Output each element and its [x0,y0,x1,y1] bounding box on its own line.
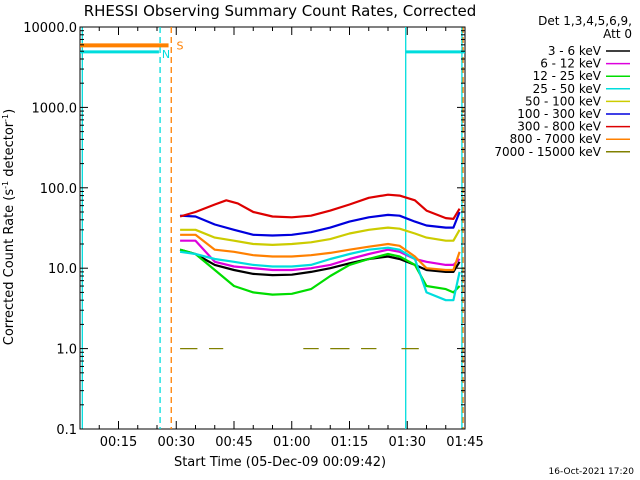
y-tick-label: 100.0 [40,182,77,197]
vertical-marker-lines [81,27,464,429]
night-marker-label: N [162,48,170,61]
plot-area: SN 10000.0 1000.0 100.0 10.0 1.0 0.1 00:15 00:3… [23,21,484,450]
x-tick-label: 01:45 [446,435,483,450]
series-line-25-50-kev [179,246,461,302]
attenuator-marker-label: S [177,39,184,52]
series-line-12-25-kev [179,248,461,296]
legend-entry-label: 3 - 6 keV [548,44,602,58]
axis-ticks: 10000.0 1000.0 100.0 10.0 1.0 0.1 00:15 00:30 00… [23,21,484,450]
footer-timestamp: 16-Oct-2021 17:20 [549,467,635,477]
y-axis-label-sup1: -1 [1,181,10,189]
legend-header-line: Att 0 [603,27,632,41]
y-tick-label: 1.0 [56,343,77,358]
y-axis-label-main: Corrected Count Rate (s [2,189,17,346]
x-tick-label: 01:30 [389,435,426,450]
state-bars: SN [80,39,465,61]
series-line-800-7000-kev [180,233,461,272]
y-tick-label: 1000.0 [32,101,78,116]
plot-frame [79,26,466,430]
series-line-100-300-kev [180,211,461,237]
series-line-6-12-kev [180,239,461,272]
x-tick-label: 01:15 [331,435,368,450]
x-axis-label: Start Time (05-Dec-09 00:09:42) [174,455,386,470]
x-tick-label: 00:30 [158,435,195,450]
legend-entry-label: 12 - 25 keV [533,69,602,83]
y-axis-label-close: ) [2,109,17,114]
legend-entry-label: 25 - 50 keV [533,82,602,96]
legend-header-line: Det 1,3,4,5,6,9, [538,14,632,28]
x-tick-label: 00:45 [215,435,252,450]
y-axis-label-sup2: -1 [1,114,10,122]
series-line-3-6-kev [179,248,461,277]
legend-entry-label: 7000 - 15000 keV [494,145,601,159]
series-lines [179,193,461,350]
chart-title: RHESSI Observing Summary Count Rates, Co… [84,2,477,20]
y-tick-label: 10000.0 [23,21,77,36]
y-tick-label: 10.0 [48,262,77,277]
legend-entry-label: 50 - 100 keV [525,94,602,108]
svg-text:Corrected Count Rate (s-1 dete: Corrected Count Rate (s-1 detector-1) [1,109,17,345]
y-axis-label: Corrected Count Rate (s-1 detector-1) [1,109,17,345]
legend-entry-label: 6 - 12 keV [540,57,602,71]
x-tick-label: 00:15 [100,435,137,450]
legend-entry-label: 800 - 7000 keV [510,132,602,146]
y-tick-label: 0.1 [56,423,77,438]
series-line-300-800-kev [179,193,461,220]
legend-entry-label: 300 - 800 keV [517,120,601,134]
series-line-50-100-kev [180,226,461,246]
y-axis-label-tail: detector [2,121,17,181]
x-tick-label: 01:00 [273,435,310,450]
legend-entry-label: 100 - 300 keV [517,107,601,121]
